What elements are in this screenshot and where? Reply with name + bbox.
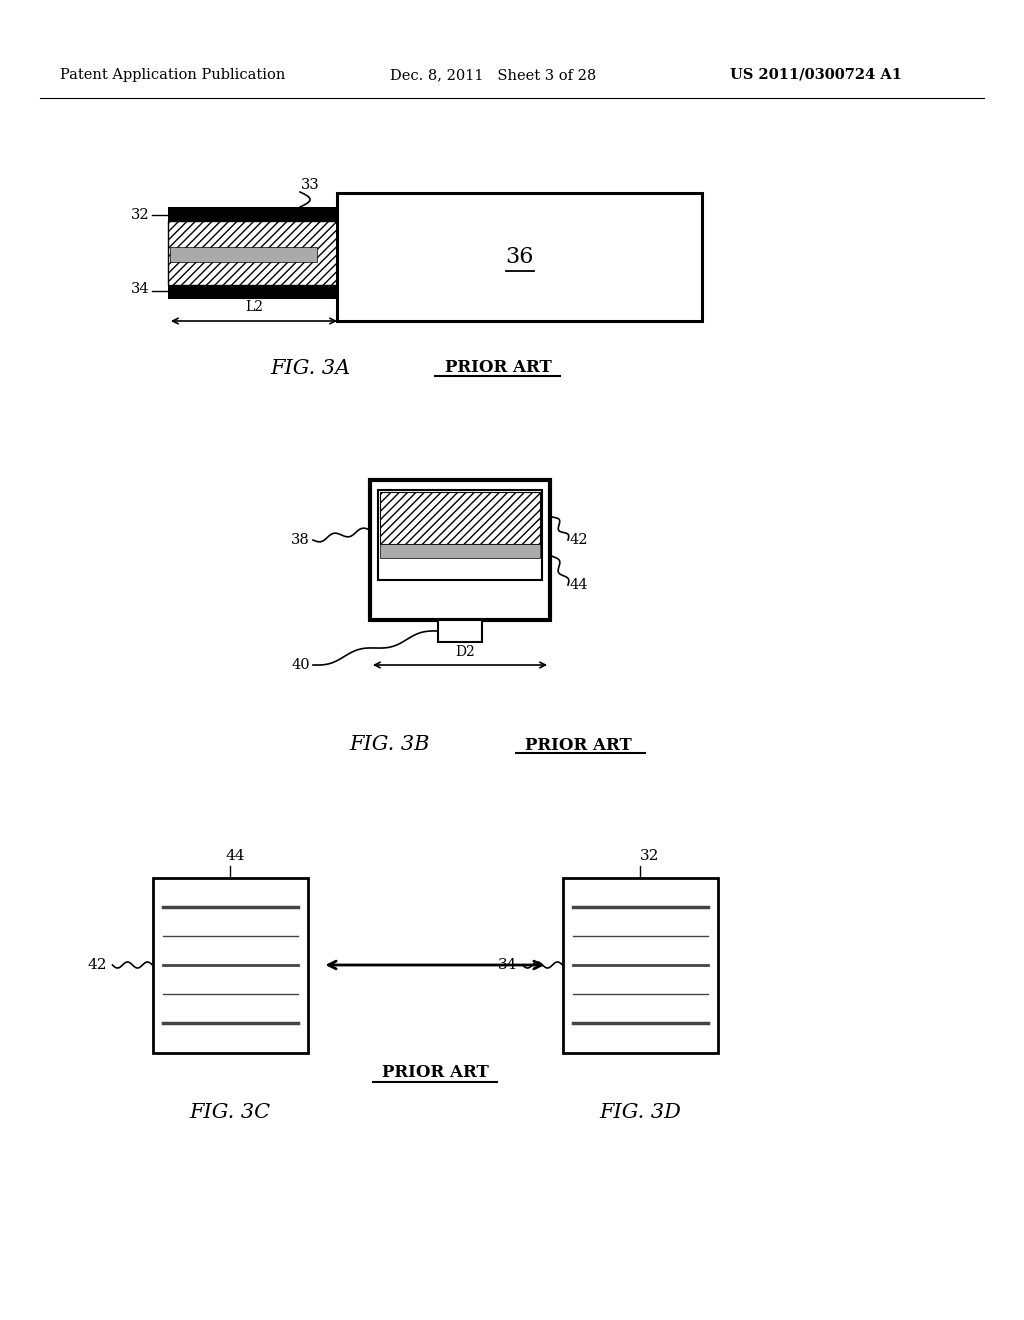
- Bar: [438, 620, 482, 642]
- Bar: [380, 492, 540, 544]
- Text: FIG. 3D: FIG. 3D: [599, 1104, 681, 1122]
- Text: 36: 36: [505, 246, 534, 268]
- Text: L2: L2: [245, 300, 263, 314]
- Text: 33: 33: [301, 178, 319, 191]
- Text: 42: 42: [570, 533, 589, 546]
- Text: PRIOR ART: PRIOR ART: [525, 737, 632, 754]
- Text: 44: 44: [225, 849, 245, 862]
- Bar: [337, 193, 702, 321]
- Bar: [378, 490, 542, 579]
- Text: 34: 34: [131, 282, 150, 296]
- Bar: [168, 282, 340, 300]
- Bar: [170, 247, 317, 261]
- Bar: [370, 480, 550, 620]
- Bar: [168, 220, 340, 285]
- Text: FIG. 3B: FIG. 3B: [350, 735, 430, 755]
- Bar: [562, 878, 718, 1052]
- Text: 38: 38: [291, 533, 310, 546]
- Text: 42: 42: [88, 958, 108, 972]
- Text: FIG. 3A: FIG. 3A: [270, 359, 350, 378]
- Bar: [380, 544, 540, 558]
- Text: Patent Application Publication: Patent Application Publication: [60, 69, 286, 82]
- Text: 32: 32: [131, 209, 150, 222]
- Text: Dec. 8, 2011   Sheet 3 of 28: Dec. 8, 2011 Sheet 3 of 28: [390, 69, 596, 82]
- Text: 34: 34: [498, 958, 517, 972]
- Text: FIG. 3C: FIG. 3C: [189, 1104, 270, 1122]
- Bar: [168, 207, 340, 223]
- Text: 40: 40: [292, 657, 310, 672]
- Text: US 2011/0300724 A1: US 2011/0300724 A1: [730, 69, 902, 82]
- Bar: [153, 878, 307, 1052]
- Text: PRIOR ART: PRIOR ART: [382, 1064, 488, 1081]
- Text: 32: 32: [640, 849, 659, 862]
- Text: D2: D2: [455, 645, 475, 659]
- Text: PRIOR ART: PRIOR ART: [445, 359, 552, 376]
- Text: 44: 44: [570, 578, 589, 591]
